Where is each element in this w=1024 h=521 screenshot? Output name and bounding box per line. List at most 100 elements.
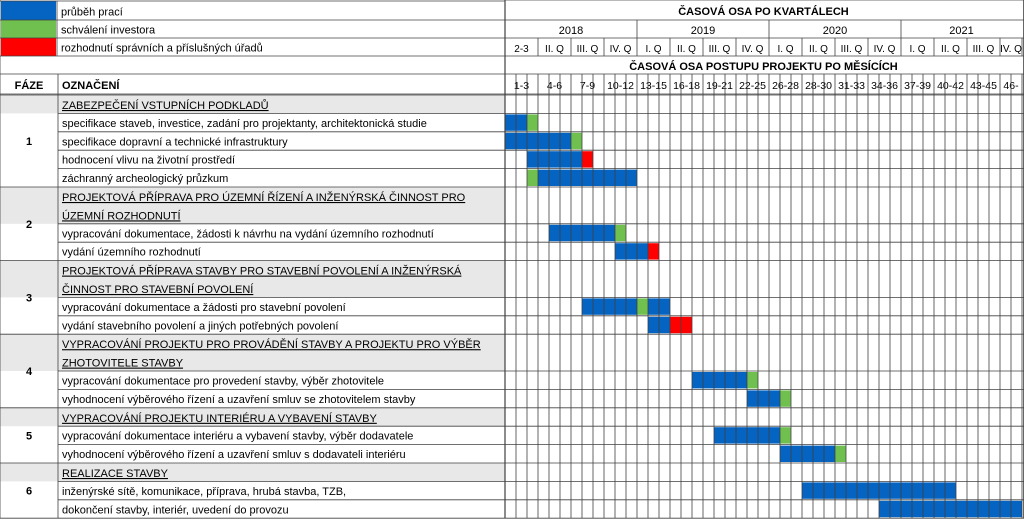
- task-label-8: vydání územního rozhodnutí: [62, 247, 201, 259]
- month-group-label-12: 34-36: [871, 80, 898, 92]
- task-label-16: vypracování dokumentace interiéru a vyba…: [62, 431, 413, 443]
- bar-row-14-1: [747, 390, 780, 407]
- phase-header-bg-2: [0, 187, 505, 224]
- quarter-label-14: II. Q: [941, 44, 960, 55]
- phase-number-2: 2: [26, 219, 32, 231]
- bar-row-8-1: [615, 243, 648, 260]
- phase-title-4: VYPRACOVÁNÍ PROJEKTU PRO PROVÁDĚNÍ STAVB…: [62, 338, 481, 351]
- phase-header-bg-6: [0, 463, 505, 482]
- task-label-11: vydání stavebního povolení a jiných potř…: [62, 320, 338, 332]
- phase-header-bg-3: [0, 260, 505, 298]
- bar-row-7-2: [615, 224, 626, 242]
- month-group-label-14: 40-42: [937, 80, 964, 92]
- quarter-label-11: III. Q: [841, 44, 863, 55]
- month-group-label-3: 7-9: [580, 80, 595, 92]
- month-title-band: [0, 56, 1024, 74]
- month-group-label-10: 28-30: [805, 80, 832, 92]
- column-header-phase: FÁZE: [15, 79, 44, 92]
- quarter-label-2: II. Q: [545, 44, 564, 55]
- task-label-3: specifikace dopravní a technické infrast…: [62, 136, 288, 148]
- month-group-label-13: 37-39: [904, 80, 931, 92]
- bar-row-4-2: [582, 151, 593, 168]
- bar-row-17-1: [780, 445, 835, 462]
- month-group-label-7: 19-21: [706, 80, 733, 92]
- legend-label-1: průběh prací: [61, 7, 123, 19]
- month-group-label-2: 4-6: [547, 80, 562, 92]
- quarter-label-12: IV. Q: [874, 44, 896, 55]
- bar-row-13-2: [747, 372, 758, 389]
- phase-title-2-line2: ÚZEMNÍ ROZHODNUTÍ: [62, 209, 181, 222]
- bar-row-14-2: [780, 390, 791, 407]
- task-label-7: vypracování dokumentace, žádosti k návrh…: [62, 228, 434, 240]
- quarter-label-15: III. Q: [973, 44, 995, 55]
- month-group-label-4: 10-12: [607, 80, 634, 92]
- bar-row-4-1: [527, 151, 582, 168]
- month-group-label-9: 26-28: [772, 80, 799, 92]
- bar-row-2-2: [527, 114, 538, 131]
- task-label-20: dokončení stavby, interiér, uvedení do p…: [62, 504, 289, 516]
- bar-row-5-2: [538, 169, 637, 186]
- year-label-2018: 2018: [559, 25, 583, 37]
- phase-header-bg-4: [0, 334, 505, 371]
- bar-row-3-2: [571, 132, 582, 150]
- legend-label-3: rozhodnutí správních a příslušných úřadů: [61, 43, 263, 55]
- phase-number-1: 1: [26, 136, 32, 148]
- task-label-13: vypracování dokumentace pro provedení st…: [62, 376, 384, 388]
- legend-swatch-2: [1, 20, 56, 38]
- task-label-5: záchranný archeologický průzkum: [62, 173, 228, 185]
- bar-row-8-2: [648, 243, 659, 260]
- phase-number-6: 6: [26, 486, 32, 498]
- bar-row-5-1: [527, 169, 538, 186]
- phase-title-5: VYPRACOVÁNÍ PROJEKTU INTERIÉRU A VYBAVEN…: [62, 412, 377, 425]
- legend-swatch-1: [1, 1, 56, 20]
- month-group-label-11: 31-33: [838, 80, 865, 92]
- phase-header-bg-1: [0, 95, 505, 114]
- quarter-label-4: IV. Q: [610, 44, 632, 55]
- column-header-label: OZNAČENÍ: [62, 79, 120, 92]
- quarter-label-6: II. Q: [677, 44, 696, 55]
- task-label-4: hodnocení vlivu na životní prostředí: [62, 155, 235, 167]
- bar-row-17-2: [835, 445, 846, 462]
- quarter-label-16: IV. Q: [1000, 44, 1022, 55]
- phase-header-bg-5: [0, 407, 505, 427]
- month-group-label-15: 43-45: [970, 80, 997, 92]
- legend-label-2: schválení investora: [61, 25, 156, 37]
- task-label-10: vypracování dokumentace a žádosti pro st…: [62, 302, 346, 314]
- quarter-label-1: 2-3: [514, 44, 529, 55]
- phase-number-3: 3: [26, 292, 32, 304]
- quarter-axis-title: ČASOVÁ OSA PO KVARTÁLECH: [678, 5, 849, 18]
- phase-number-5: 5: [26, 430, 32, 442]
- task-label-2: specifikace staveb, investice, zadání pr…: [62, 118, 427, 130]
- quarter-label-3: III. Q: [577, 44, 599, 55]
- task-label-19: inženýrské sítě, komunikace, příprava, h…: [62, 486, 346, 498]
- year-label-2021: 2021: [949, 25, 973, 37]
- phase-title-4-line2: ZHOTOVITELE STAVBY: [62, 358, 184, 370]
- quarter-label-8: IV. Q: [742, 44, 764, 55]
- quarter-label-9: I. Q: [777, 44, 793, 55]
- phase-title-6: REALIZACE STAVBY: [62, 468, 169, 480]
- bar-row-20-1: [879, 500, 1022, 518]
- month-group-label-1: 1-3: [514, 80, 529, 92]
- task-label-17: vyhodnocení výběrového řízení a uzavření…: [62, 449, 406, 461]
- bar-row-13-1: [692, 372, 747, 389]
- column-header-band: [0, 74, 1024, 94]
- month-group-label-6: 16-18: [673, 80, 700, 92]
- month-axis-title: ČASOVÁ OSA POSTUPU PROJEKTU PO MĚSÍCÍCH: [629, 60, 898, 73]
- year-label-2020: 2020: [823, 25, 847, 37]
- phase-number-4: 4: [26, 366, 33, 378]
- month-group-label-8: 22-25: [739, 80, 766, 92]
- legend-swatch-3: [1, 38, 56, 56]
- phase-title-3-line2: ČINNOST PRO STAVEBNÍ POVOLENÍ: [62, 283, 254, 296]
- quarter-label-13: I. Q: [909, 44, 925, 55]
- quarter-label-7: III. Q: [709, 44, 731, 55]
- phase-title-2: PROJEKTOVÁ PŘÍPRAVA PRO ÚZEMNÍ ŘÍZENÍ A …: [62, 191, 466, 204]
- bar-row-10-2: [637, 298, 648, 315]
- task-label-14: vyhodnocení výběrového řízení a uzavření…: [62, 394, 416, 406]
- phase-title-1: ZABEZPEČENÍ VSTUPNÍCH PODKLADŮ: [62, 99, 269, 112]
- year-label-2019: 2019: [691, 25, 715, 37]
- month-group-label-5: 13-15: [640, 80, 667, 92]
- bar-row-10-1: [582, 298, 637, 315]
- bar-row-16-2: [780, 427, 791, 444]
- phase-title-3: PROJEKTOVÁ PŘÍPRAVA STAVBY PRO STAVEBNÍ …: [62, 265, 462, 278]
